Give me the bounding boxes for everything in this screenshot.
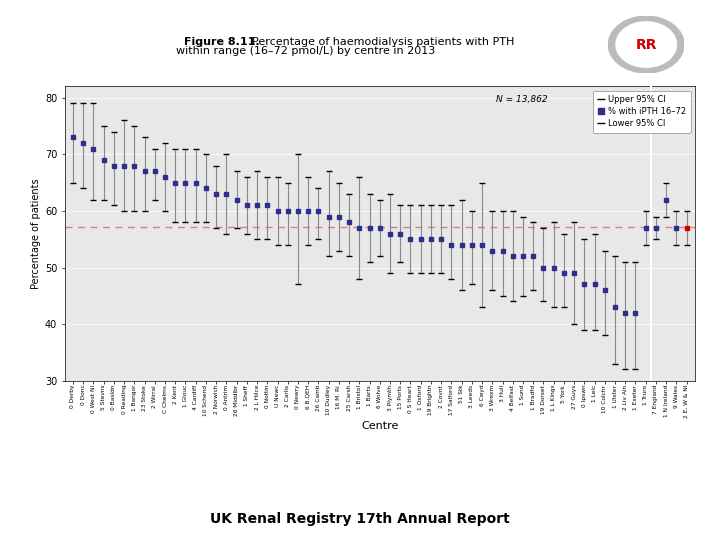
Polygon shape [616, 22, 677, 67]
Text: Figure 8.11.: Figure 8.11. [184, 37, 259, 47]
Text: RR: RR [636, 38, 657, 51]
Y-axis label: Percentage of patients: Percentage of patients [31, 178, 40, 289]
Text: within range (16–72 pmol/L) by centre in 2013: within range (16–72 pmol/L) by centre in… [176, 46, 436, 56]
Text: Percentage of haemodialysis patients with PTH: Percentage of haemodialysis patients wit… [252, 37, 514, 47]
X-axis label: Centre: Centre [361, 421, 398, 431]
Polygon shape [608, 16, 684, 73]
Text: UK Renal Registry 17th Annual Report: UK Renal Registry 17th Annual Report [210, 512, 510, 526]
Text: N = 13,862: N = 13,862 [496, 95, 548, 104]
Legend: Upper 95% CI, % with iPTH 16–72, Lower 95% CI: Upper 95% CI, % with iPTH 16–72, Lower 9… [593, 91, 690, 132]
